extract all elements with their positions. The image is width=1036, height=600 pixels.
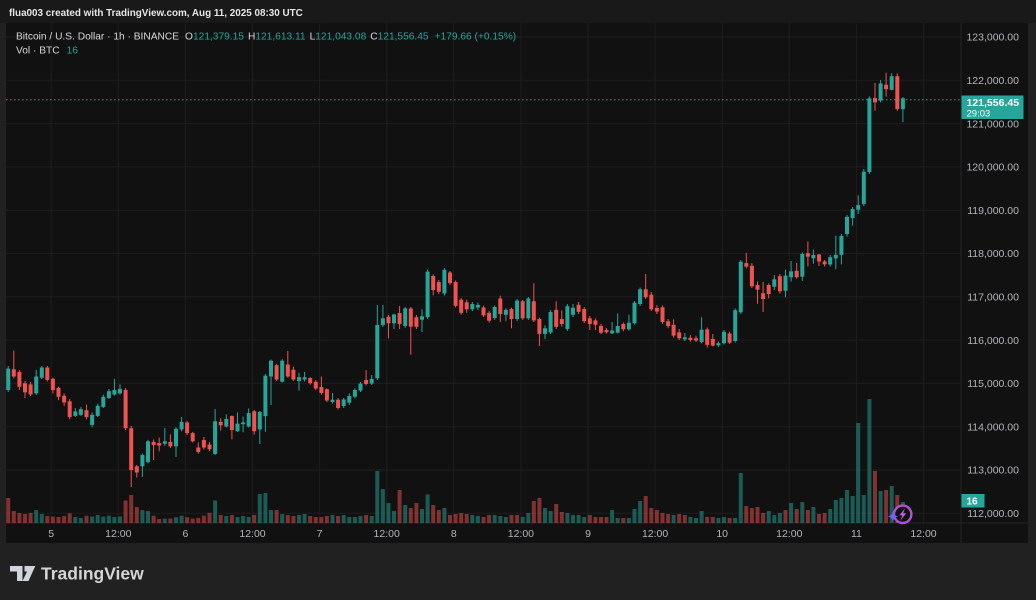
svg-text:29:03: 29:03 [967, 109, 991, 120]
svg-text:116,000.00: 116,000.00 [967, 335, 1019, 347]
svg-text:121,000.00: 121,000.00 [966, 118, 1019, 130]
svg-text:114,000.00: 114,000.00 [967, 421, 1019, 433]
svg-text:12:00: 12:00 [105, 528, 131, 540]
svg-text:12:00: 12:00 [239, 528, 265, 540]
svg-text:TradingView: TradingView [41, 564, 144, 584]
svg-text:9: 9 [585, 528, 591, 540]
svg-text:12:00: 12:00 [374, 528, 400, 540]
svg-text:11: 11 [851, 528, 862, 540]
svg-text:10: 10 [716, 528, 728, 540]
svg-text:117,000.00: 117,000.00 [967, 292, 1019, 304]
svg-text:12:00: 12:00 [642, 528, 668, 540]
svg-text:7: 7 [317, 528, 323, 540]
svg-text:115,000.00: 115,000.00 [967, 378, 1019, 390]
svg-text:12:00: 12:00 [776, 528, 802, 540]
svg-text:5: 5 [48, 528, 54, 540]
svg-text:119,000.00: 119,000.00 [967, 205, 1019, 217]
svg-text:Bitcoin / U.S. Dollar · 1h · B: Bitcoin / U.S. Dollar · 1h · BINANCE O121… [16, 31, 516, 42]
svg-text:8: 8 [451, 528, 457, 540]
svg-text:112,000.00: 112,000.00 [967, 508, 1019, 520]
svg-text:121,556.45: 121,556.45 [967, 97, 1020, 109]
svg-text:123,000.00: 123,000.00 [966, 32, 1019, 44]
svg-text:6: 6 [182, 528, 188, 540]
svg-text:120,000.00: 120,000.00 [966, 162, 1019, 174]
svg-text:flua003 created with TradingVi: flua003 created with TradingView.com, Au… [9, 8, 303, 19]
svg-text:16: 16 [967, 496, 979, 507]
svg-text:12:00: 12:00 [508, 528, 534, 540]
svg-text:113,000.00: 113,000.00 [967, 465, 1019, 477]
svg-text:12:00: 12:00 [910, 528, 936, 540]
svg-text:118,000.00: 118,000.00 [967, 248, 1019, 260]
svg-text:122,000.00: 122,000.00 [966, 75, 1019, 87]
